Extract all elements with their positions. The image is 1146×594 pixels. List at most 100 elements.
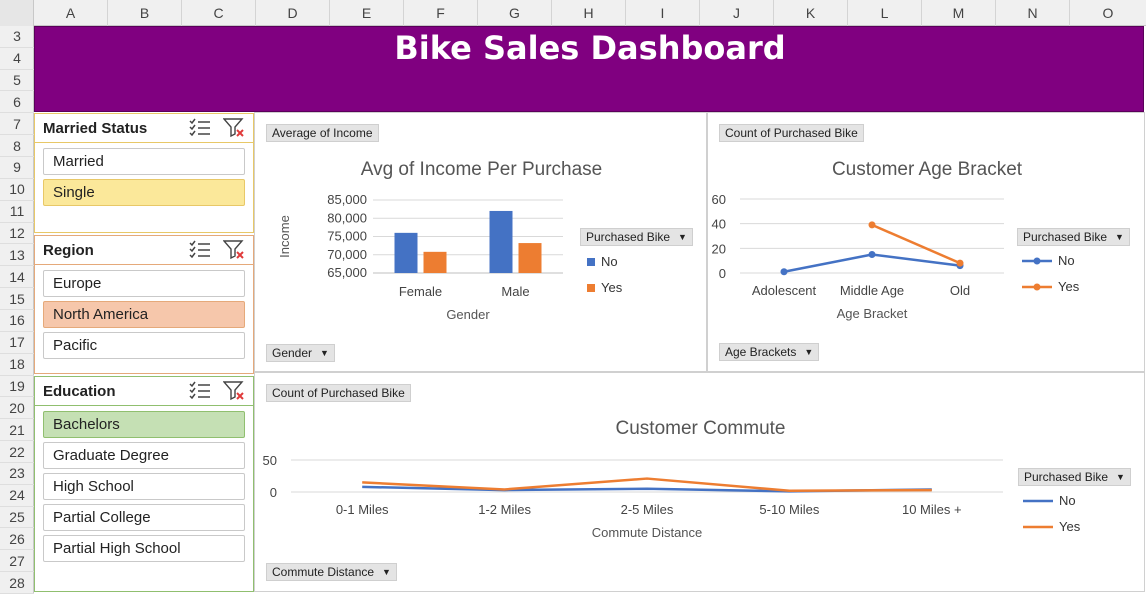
column-header-b[interactable]: B xyxy=(108,0,182,26)
x-tick-label: 10 Miles + xyxy=(902,502,962,517)
bar-no-male xyxy=(489,210,513,273)
value-field-button[interactable]: Count of Purchased Bike xyxy=(719,124,864,142)
row-header-18[interactable]: 18 xyxy=(0,354,34,376)
column-header-k[interactable]: K xyxy=(774,0,848,26)
row-header-6[interactable]: 6 xyxy=(0,92,34,114)
row-header-9[interactable]: 9 xyxy=(0,157,34,179)
column-header-c[interactable]: C xyxy=(182,0,256,26)
y-tick-label: 70,000 xyxy=(327,247,367,262)
commute-line-chart: 0 50 0-1 Miles 1-2 Miles 2-5 Miles 5-10 Miles… xyxy=(263,453,1003,540)
column-header-l[interactable]: L xyxy=(848,0,922,26)
axis-field-button[interactable]: Commute Distance ▼ xyxy=(266,563,397,581)
multi-select-icon[interactable] xyxy=(189,381,211,406)
row-header-21[interactable]: 21 xyxy=(0,419,34,442)
row-header-13[interactable]: 13 xyxy=(0,245,34,267)
row-header-7[interactable]: 7 xyxy=(0,113,34,136)
y-tick-label: 75,000 xyxy=(327,229,367,244)
slicer-divider xyxy=(35,142,253,143)
column-header-i[interactable]: I xyxy=(626,0,700,26)
chart-title: Avg of Income Per Purchase xyxy=(360,159,603,180)
slicer-item-europe[interactable]: Europe xyxy=(43,270,245,297)
multi-select-icon[interactable] xyxy=(189,240,211,265)
column-header-a[interactable]: A xyxy=(34,0,108,26)
row-header-16[interactable]: 16 xyxy=(0,310,34,332)
legend-item-no: No xyxy=(587,254,618,269)
row-header-8[interactable]: 8 xyxy=(0,135,34,158)
slicer-item-north-america[interactable]: North America xyxy=(43,301,245,328)
chart-title: Customer Commute xyxy=(615,418,786,439)
row-header-10[interactable]: 10 xyxy=(0,179,34,201)
slicer-item-partial-college[interactable]: Partial College xyxy=(43,504,245,531)
slicer-item-bachelors[interactable]: Bachelors xyxy=(43,411,245,438)
row-header-20[interactable]: 20 xyxy=(0,397,34,420)
legend-item-yes: Yes xyxy=(1022,279,1079,294)
chart-title: Customer Age Bracket xyxy=(831,159,1023,180)
slicer-item-graduate-degree[interactable]: Graduate Degree xyxy=(43,442,245,469)
column-header-n[interactable]: N xyxy=(996,0,1070,26)
row-header-26[interactable]: 26 xyxy=(0,529,34,551)
column-header-m[interactable]: M xyxy=(922,0,996,26)
y-tick-label: 80,000 xyxy=(327,210,367,225)
column-header-d[interactable]: D xyxy=(256,0,330,26)
row-header-27[interactable]: 27 xyxy=(0,550,34,573)
row-header-12[interactable]: 12 xyxy=(0,223,34,245)
series-line-yes xyxy=(362,477,932,492)
slicer-title: Education xyxy=(43,383,116,400)
legend-field-button[interactable]: Purchased Bike ▼ xyxy=(1017,228,1130,246)
value-field-button[interactable]: Average of Income xyxy=(266,124,379,142)
column-header-j[interactable]: J xyxy=(700,0,774,26)
slicer-item-high-school[interactable]: High School xyxy=(43,473,245,500)
column-header-f[interactable]: F xyxy=(404,0,478,26)
row-header-14[interactable]: 14 xyxy=(0,266,34,289)
row-header-11[interactable]: 11 xyxy=(0,201,34,223)
clear-filter-icon[interactable] xyxy=(222,381,245,406)
slicer-title: Region xyxy=(43,242,94,259)
axis-field-button[interactable]: Gender ▼ xyxy=(266,344,335,362)
slicer-title: Married Status xyxy=(43,120,148,137)
multi-select-icon[interactable] xyxy=(189,118,211,143)
row-header-3[interactable]: 3 xyxy=(0,26,34,48)
row-header-24[interactable]: 24 xyxy=(0,485,34,507)
select-all-corner[interactable] xyxy=(0,0,34,26)
column-header-e[interactable]: E xyxy=(330,0,404,26)
y-tick-label: 85,000 xyxy=(327,192,367,207)
slicer-item-partial-high-school[interactable]: Partial High School xyxy=(43,535,245,562)
slicer-item-married[interactable]: Married xyxy=(43,148,245,175)
row-header-22[interactable]: 22 xyxy=(0,441,34,463)
row-header-15[interactable]: 15 xyxy=(0,288,34,310)
row-header-23[interactable]: 23 xyxy=(0,463,34,485)
x-tick-label: 5-10 Miles xyxy=(759,502,819,517)
bar-yes-female xyxy=(423,251,447,273)
x-tick-label: 0-1 Miles xyxy=(336,502,389,517)
column-header-g[interactable]: G xyxy=(478,0,552,26)
legend-item-yes: Yes xyxy=(587,280,622,295)
clear-filter-icon[interactable] xyxy=(222,118,245,143)
age-chart-panel: Count of Purchased Bike Customer Age Bra… xyxy=(707,112,1145,372)
slicer-divider xyxy=(35,405,253,406)
y-axis-title: Income xyxy=(277,215,292,258)
axis-field-button[interactable]: Age Brackets ▼ xyxy=(719,343,820,361)
legend-item-no: No xyxy=(1023,493,1076,508)
commute-chart-panel: Count of Purchased Bike Customer Commute… xyxy=(254,372,1145,592)
slicer-item-pacific[interactable]: Pacific xyxy=(43,332,245,359)
x-tick-label: Female xyxy=(399,284,442,299)
row-header-25[interactable]: 25 xyxy=(0,507,34,529)
row-header-28[interactable]: 28 xyxy=(0,572,34,594)
row-header-4[interactable]: 4 xyxy=(0,48,34,70)
column-header-h[interactable]: H xyxy=(552,0,626,26)
value-field-button[interactable]: Count of Purchased Bike xyxy=(266,384,411,402)
row-header-19[interactable]: 19 xyxy=(0,376,34,398)
x-tick-label: Male xyxy=(501,284,529,299)
row-header-17[interactable]: 17 xyxy=(0,332,34,354)
legend-field-button[interactable]: Purchased Bike ▼ xyxy=(1018,468,1131,486)
legend-field-button[interactable]: Purchased Bike ▼ xyxy=(580,228,693,246)
point-no xyxy=(780,268,788,276)
clear-filter-icon[interactable] xyxy=(222,240,245,265)
y-tick-label: 50 xyxy=(263,453,277,468)
series-line-yes xyxy=(871,223,961,265)
slicer-item-single[interactable]: Single xyxy=(43,179,245,206)
slicer-region: Region Europe North America Pacific xyxy=(34,235,254,374)
row-header-5[interactable]: 5 xyxy=(0,70,34,92)
column-header-o[interactable]: O xyxy=(1070,0,1146,26)
